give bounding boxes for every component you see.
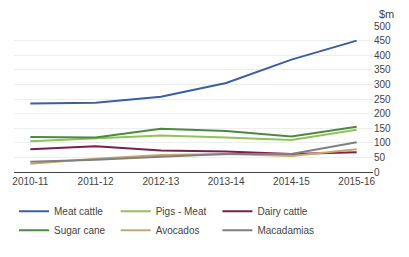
svg-text:2011-12: 2011-12: [78, 176, 114, 187]
svg-text:2013-14: 2013-14: [208, 176, 245, 187]
svg-text:0: 0: [374, 167, 380, 178]
svg-text:Dairy cattle: Dairy cattle: [257, 206, 307, 217]
svg-text:2012-13: 2012-13: [143, 176, 180, 187]
svg-text:200: 200: [374, 108, 391, 119]
svg-text:100: 100: [374, 137, 391, 148]
svg-text:500: 500: [374, 21, 391, 32]
svg-text:Meat cattle: Meat cattle: [54, 206, 103, 217]
svg-text:Sugar cane: Sugar cane: [54, 225, 106, 236]
svg-text:250: 250: [374, 94, 391, 105]
svg-text:$m: $m: [379, 8, 394, 20]
svg-text:2014-15: 2014-15: [273, 176, 310, 187]
svg-text:150: 150: [374, 123, 391, 134]
svg-text:50: 50: [374, 152, 386, 163]
svg-text:Macadamias: Macadamias: [257, 225, 314, 236]
svg-text:300: 300: [374, 79, 391, 90]
svg-text:Avocados: Avocados: [156, 225, 200, 236]
svg-text:2010-11: 2010-11: [12, 176, 48, 187]
svg-text:2015-16: 2015-16: [338, 176, 375, 187]
svg-text:350: 350: [374, 64, 391, 75]
svg-text:450: 450: [374, 35, 391, 46]
svg-text:Pigs - Meat: Pigs - Meat: [156, 206, 207, 217]
svg-text:400: 400: [374, 50, 391, 61]
